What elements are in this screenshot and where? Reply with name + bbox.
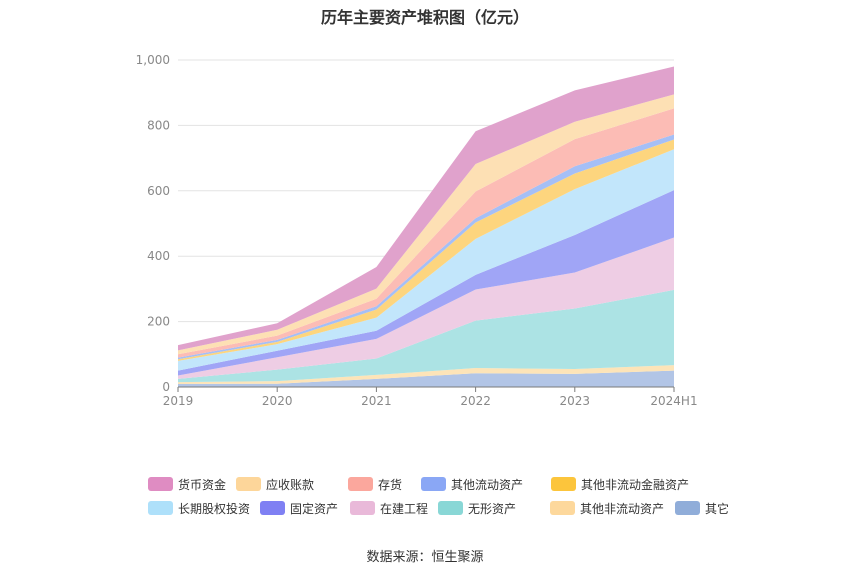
area-其它 [178,370,674,387]
legend-label: 无形资产 [468,501,517,516]
legend-item[interactable]: 固定资产 [260,500,350,517]
area-无形资产 [178,289,674,383]
legend-swatch [236,477,261,491]
legend-swatch [260,501,285,515]
area-其他非流动资产 [178,365,674,385]
legend-swatch [148,501,173,515]
legend: 货币资金 应收账款 存货 其他流动资产 其他非流动金融资产长期股权投资 固定资产 在建工程 无… [148,472,748,520]
axes: 0 200 400 600 800 1,000 2019 2020 2021 2022 2023 20… [136,53,698,408]
x-tick-label: 2024H1 [650,394,697,408]
legend-label: 货币资金 [178,477,227,492]
legend-item[interactable]: 长期股权投资 [148,500,260,517]
legend-label: 其他非流动金融资产 [581,477,690,492]
y-tick-label: 0 [162,380,170,394]
legend-row: 货币资金 应收账款 存货 其他流动资产 其他非流动金融资产 [148,472,748,496]
legend-swatch [551,477,576,491]
area-长期股权投资 [178,149,674,371]
legend-label: 固定资产 [290,501,339,516]
x-tick-label: 2023 [560,394,591,408]
legend-item[interactable]: 其他流动资产 [421,476,551,493]
y-tick-label: 600 [147,184,170,198]
legend-item[interactable]: 应收账款 [236,476,348,493]
legend-item[interactable]: 其它 [675,500,730,517]
legend-swatch [148,477,173,491]
x-tick-label: 2021 [361,394,392,408]
legend-swatch [675,501,700,515]
x-tick-label: 2022 [460,394,491,408]
area-series [178,66,674,387]
legend-row: 长期股权投资 固定资产 在建工程 无形资产 其他非流动资产 其它 [148,496,748,520]
legend-label: 应收账款 [266,477,315,492]
legend-swatch [348,477,373,491]
legend-label: 其它 [705,501,730,516]
legend-label: 在建工程 [380,501,429,516]
legend-label: 存货 [378,477,403,492]
area-货币资金 [178,66,674,351]
area-其他非流动金融资产 [178,139,674,361]
y-tick-label: 200 [147,315,170,329]
legend-item[interactable]: 在建工程 [350,500,438,517]
legend-item[interactable]: 货币资金 [148,476,236,493]
area-存货 [178,108,674,358]
legend-item[interactable]: 其他非流动金融资产 [551,476,701,493]
legend-swatch [421,477,446,491]
y-tick-label: 400 [147,249,170,263]
area-在建工程 [178,237,674,379]
x-tick-label: 2020 [262,394,293,408]
legend-label: 长期股权投资 [178,501,251,516]
legend-label: 其他流动资产 [451,477,524,492]
legend-item[interactable]: 无形资产 [438,500,550,517]
legend-label: 其他非流动资产 [580,501,665,516]
legend-item[interactable]: 存货 [348,476,421,493]
source-note: 数据来源：恒生聚源 [366,550,484,565]
y-tick-label: 800 [147,118,170,132]
legend-item[interactable]: 其他非流动资产 [550,500,675,517]
legend-swatch [550,501,575,515]
y-tick-label: 1,000 [136,53,170,67]
area-应收账款 [178,94,674,355]
x-tick-label: 2019 [163,394,194,408]
chart-title: 历年主要资产堆积图（亿元） [320,8,529,27]
legend-swatch [350,501,375,515]
legend-swatch [438,501,463,515]
